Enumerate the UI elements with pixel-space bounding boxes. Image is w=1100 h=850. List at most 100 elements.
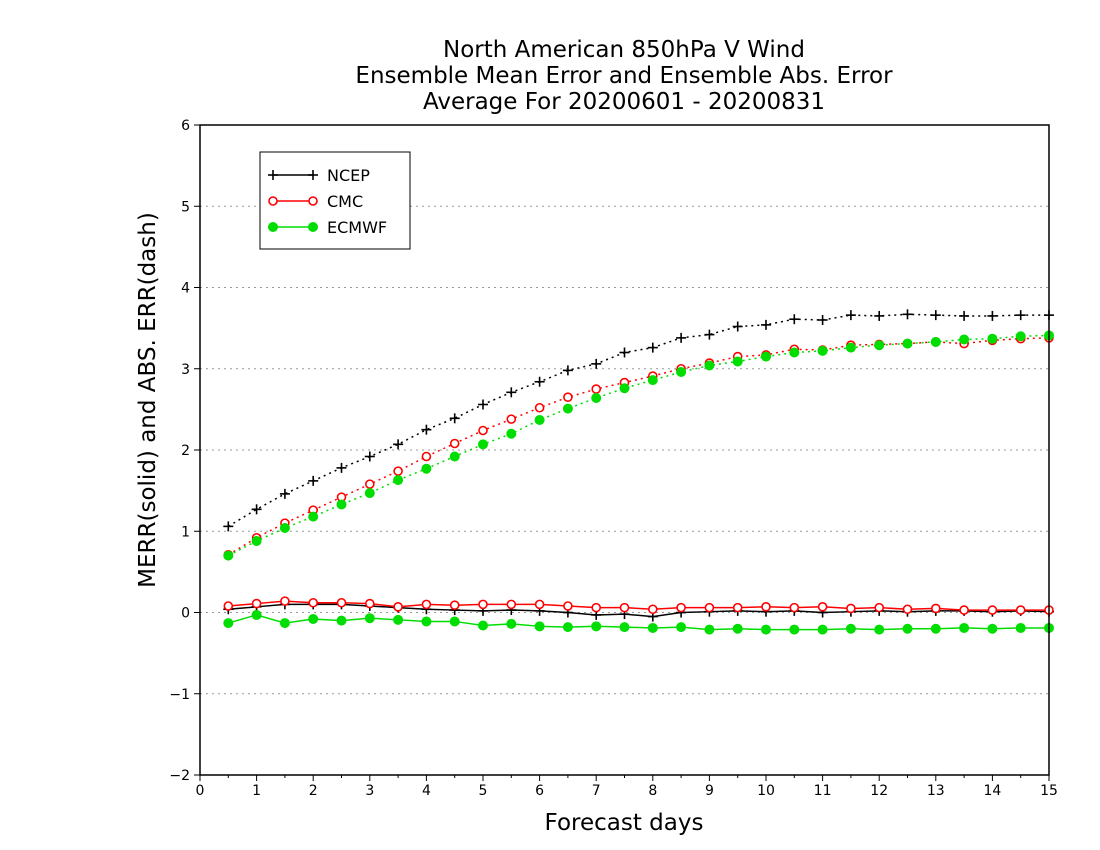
y-tick-label: 3 [181,362,190,378]
marker-open-circle [393,466,403,476]
marker-filled-circle [732,356,743,367]
y-tick-label: 5 [181,199,190,215]
legend-entry-ncep: NCEP [268,166,370,185]
marker-open-circle [534,402,545,413]
marker-plus [534,376,545,387]
marker-open-circle [478,425,488,436]
marker-plus [562,365,573,376]
marker-filled-circle [761,624,771,635]
marker-filled-circle [591,621,602,632]
marker-filled-circle [987,333,998,344]
marker-open-circle [268,196,278,206]
legend-label: ECMWF [327,218,387,237]
marker-open-circle [959,605,969,615]
x-tick-label: 4 [422,783,431,799]
marker-filled-circle [308,222,318,232]
marker-plus [789,314,800,325]
marker-filled-circle [704,360,715,371]
marker-filled-circle [704,624,715,635]
x-tick-label: 12 [870,783,888,799]
marker-filled-circle [562,403,573,414]
marker-filled-circle [251,609,262,620]
marker-filled-circle [421,463,432,474]
marker-filled-circle [987,623,998,634]
x-tick-label: 7 [592,783,601,799]
marker-filled-circle [959,622,970,633]
x-tick-label: 5 [479,783,488,799]
marker-filled-circle [817,624,828,635]
marker-open-circle [478,599,488,610]
marker-filled-circle [562,622,573,633]
marker-open-circle [789,602,800,613]
marker-filled-circle [364,488,375,499]
marker-filled-circle [930,336,941,347]
marker-filled-circle [1015,622,1026,633]
marker-plus [591,358,602,369]
x-tick-label: 8 [648,783,657,799]
marker-open-circle [591,602,602,613]
series-line-solid [228,614,1049,631]
marker-filled-circle [279,523,290,533]
marker-open-circle [364,479,375,489]
marker-open-circle [987,605,998,615]
series-line-dotted [227,334,1050,557]
series-line-dotted [227,313,1049,528]
series-ecmwf-mean-error [223,609,1054,635]
marker-filled-circle [308,614,319,624]
marker-plus [308,475,319,486]
series-ncep-abs-error [223,309,1054,532]
marker-filled-circle [789,347,800,358]
marker-open-circle [421,599,432,610]
x-tick-label: 15 [1040,783,1058,799]
marker-filled-circle [845,342,856,353]
marker-filled-circle [308,511,319,522]
x-tick-label: 3 [365,783,374,799]
marker-filled-circle [647,622,658,633]
marker-plus [619,347,630,358]
x-tick-label: 11 [814,783,832,799]
legend: NCEP CMC ECMWF [259,151,411,250]
marker-open-circle [534,599,545,610]
marker-plus [959,310,970,321]
marker-open-circle [280,596,290,606]
marker-filled-circle [874,340,885,351]
y-tick-label: 2 [181,443,190,459]
marker-open-circle [251,598,262,609]
marker-plus [223,521,234,532]
marker-open-circle [449,600,460,610]
marker-plus [336,462,347,473]
marker-plus [817,315,828,325]
legend-entry-cmc: CMC [268,192,363,211]
marker-filled-circle [817,345,828,356]
marker-open-circle [506,414,517,424]
marker-open-circle [393,602,403,612]
marker-open-circle [874,602,885,613]
x-tick-label: 0 [196,783,205,799]
marker-plus [364,451,375,462]
marker-open-circle [619,602,630,613]
marker-open-circle [930,603,941,614]
marker-filled-circle [930,623,941,634]
marker-filled-circle [619,622,630,633]
marker-filled-circle [619,383,630,394]
marker-filled-circle [393,475,404,486]
marker-open-circle [563,392,573,402]
x-tick-label: 1 [252,783,261,799]
marker-plus [393,439,404,450]
marker-plus [279,488,290,499]
marker-filled-circle [449,451,460,462]
marker-filled-circle [732,623,743,634]
marker-open-circle [1015,605,1026,615]
marker-open-circle [308,597,319,608]
marker-open-circle [308,196,318,206]
marker-open-circle [647,604,658,615]
marker-filled-circle [364,613,375,624]
legend-label: NCEP [327,166,370,185]
x-tick-label: 10 [757,783,775,799]
marker-filled-circle [336,615,347,626]
marker-filled-circle [393,614,404,625]
marker-plus [930,310,941,321]
series-line-solid [228,603,1050,618]
